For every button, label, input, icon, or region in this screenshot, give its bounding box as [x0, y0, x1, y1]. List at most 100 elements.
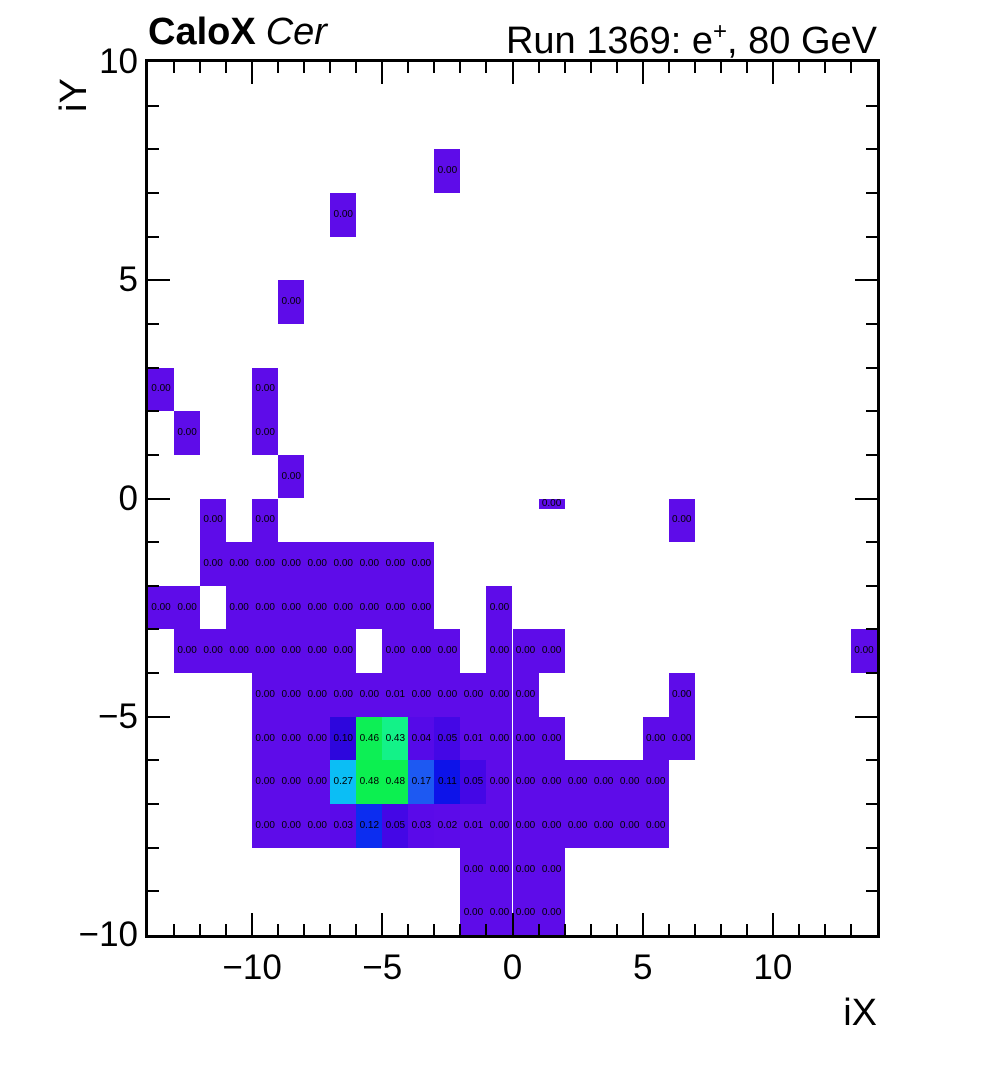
axis-tick — [148, 366, 159, 369]
heatmap-cell: 0.05 — [460, 760, 487, 805]
cell-value-label: 0.00 — [203, 514, 223, 526]
axis-tick — [719, 924, 722, 935]
heatmap-cell: 0.27 — [330, 760, 357, 805]
axis-tick — [225, 924, 228, 935]
plot-title-left: CaloX Cer — [148, 12, 327, 52]
cell-value-label: 0.00 — [307, 557, 327, 569]
axis-tick — [745, 924, 748, 935]
heatmap-cell: 0.00 — [850, 629, 877, 674]
cell-value-label: 0.00 — [359, 601, 380, 613]
cell-value-label: 0.00 — [255, 819, 275, 831]
axis-tick — [148, 584, 159, 587]
axis-tick — [866, 453, 877, 456]
cell-value-label: 0.00 — [411, 645, 432, 657]
x-tick-label: −10 — [222, 948, 282, 987]
axis-tick — [148, 191, 159, 194]
cell-value-label: 0.00 — [437, 688, 458, 700]
axis-tick — [849, 924, 852, 935]
axis-tick — [148, 235, 159, 238]
cell-value-label: 0.00 — [411, 557, 432, 569]
cell-value-label: 0.00 — [255, 383, 275, 395]
heatmap-cell: 0.00 — [382, 629, 409, 674]
cell-value-label: 0.00 — [463, 688, 484, 700]
cell-value-label: 0.00 — [281, 776, 301, 788]
axis-tick — [277, 924, 280, 935]
axis-tick — [407, 924, 410, 935]
heatmap-cell: 0.05 — [434, 716, 461, 761]
heatmap-cell: 0.00 — [668, 673, 695, 717]
heatmap-cell: 0.03 — [330, 804, 357, 848]
cell-value-label: 0.00 — [151, 383, 171, 395]
heatmap-cell: 0.00 — [200, 542, 227, 586]
axis-tick — [855, 497, 877, 500]
cell-value-label: 0.01 — [385, 688, 406, 700]
cell-value-label: 0.00 — [515, 907, 536, 919]
cell-value-label: 0.00 — [307, 688, 327, 700]
cell-value-label: 0.00 — [203, 645, 223, 657]
axis-tick — [148, 846, 159, 849]
cell-value-label: 0.05 — [437, 732, 458, 744]
heatmap-cell: 0.00 — [668, 498, 695, 543]
cell-value-label: 0.00 — [385, 557, 406, 569]
heatmap-cell: 0.00 — [590, 804, 617, 848]
cell-value-label: 0.00 — [567, 819, 588, 831]
heatmap-cell: 0.00 — [382, 542, 409, 586]
cell-value-label: 0.00 — [281, 645, 301, 657]
axis-tick — [329, 62, 332, 73]
heatmap-cell: 0.00 — [330, 673, 357, 717]
heatmap-cell: 0.00 — [356, 673, 383, 717]
cell-value-label: 0.17 — [411, 776, 432, 788]
axis-tick — [641, 62, 644, 84]
cell-value-label: 0.00 — [489, 688, 510, 700]
axis-tick — [693, 924, 696, 935]
run-label-pre: Run 1369: e — [505, 20, 713, 62]
axis-tick — [855, 279, 877, 282]
axis-tick — [459, 924, 462, 935]
run-label-sup: + — [713, 18, 728, 45]
heatmap-cell: 0.00 — [330, 629, 357, 674]
plot-frame: 0.00 0.00 0.00 0.00 0.00 0.00 0.00 0.00 0.00 0.00… — [145, 59, 880, 938]
cell-value-label: 0.00 — [541, 819, 562, 831]
cell-value-label: 0.00 — [645, 819, 666, 831]
cell-value-label: 0.00 — [671, 514, 692, 526]
heatmap-cell: 0.00 — [278, 629, 305, 674]
heatmap-cell: 0.00 — [408, 542, 435, 586]
axis-tick — [563, 62, 566, 73]
axis-tick — [148, 453, 159, 456]
cell-value-label: 0.00 — [645, 776, 666, 788]
heatmap-cell: 0.05 — [382, 804, 409, 848]
cell-value-label: 0.00 — [333, 688, 353, 700]
y-tick-label: 10 — [99, 42, 138, 81]
axis-tick — [511, 62, 514, 84]
detector-name: Cer — [265, 11, 327, 53]
axis-tick — [693, 62, 696, 73]
cell-value-label: 0.00 — [515, 732, 536, 744]
axis-tick — [148, 104, 159, 107]
heatmap-cell: 0.00 — [382, 585, 409, 630]
heatmap-cell: 0.02 — [434, 804, 461, 848]
cell-value-label: 0.00 — [307, 732, 327, 744]
cell-value-label: 0.00 — [281, 601, 301, 613]
axis-tick — [866, 410, 877, 413]
heatmap-cell: 0.00 — [252, 498, 279, 543]
axis-tick — [199, 62, 202, 73]
heatmap-cell: 0.00 — [408, 585, 435, 630]
run-label-post: , 80 GeV — [727, 20, 877, 62]
heatmap-cell: 0.00 — [252, 411, 279, 455]
cell-value-label: 0.00 — [411, 601, 432, 613]
heatmap-cell: 0.00 — [538, 629, 565, 674]
heatmap-cell: 0.00 — [252, 716, 279, 761]
heatmap-cell: 0.00 — [486, 673, 513, 717]
axis-tick — [615, 62, 618, 73]
cell-value-label: 0.00 — [541, 645, 562, 657]
heatmap-cell: 0.00 — [330, 585, 357, 630]
cell-value-label: 0.00 — [229, 557, 249, 569]
heatmap-cell: 0.00 — [512, 891, 539, 935]
axis-tick — [225, 62, 228, 73]
cell-value-label: 0.00 — [489, 601, 510, 613]
x-tick-label: 0 — [502, 948, 523, 987]
axis-tick — [866, 628, 877, 631]
heatmap-cell: 0.48 — [382, 760, 409, 805]
axis-tick — [433, 62, 436, 73]
